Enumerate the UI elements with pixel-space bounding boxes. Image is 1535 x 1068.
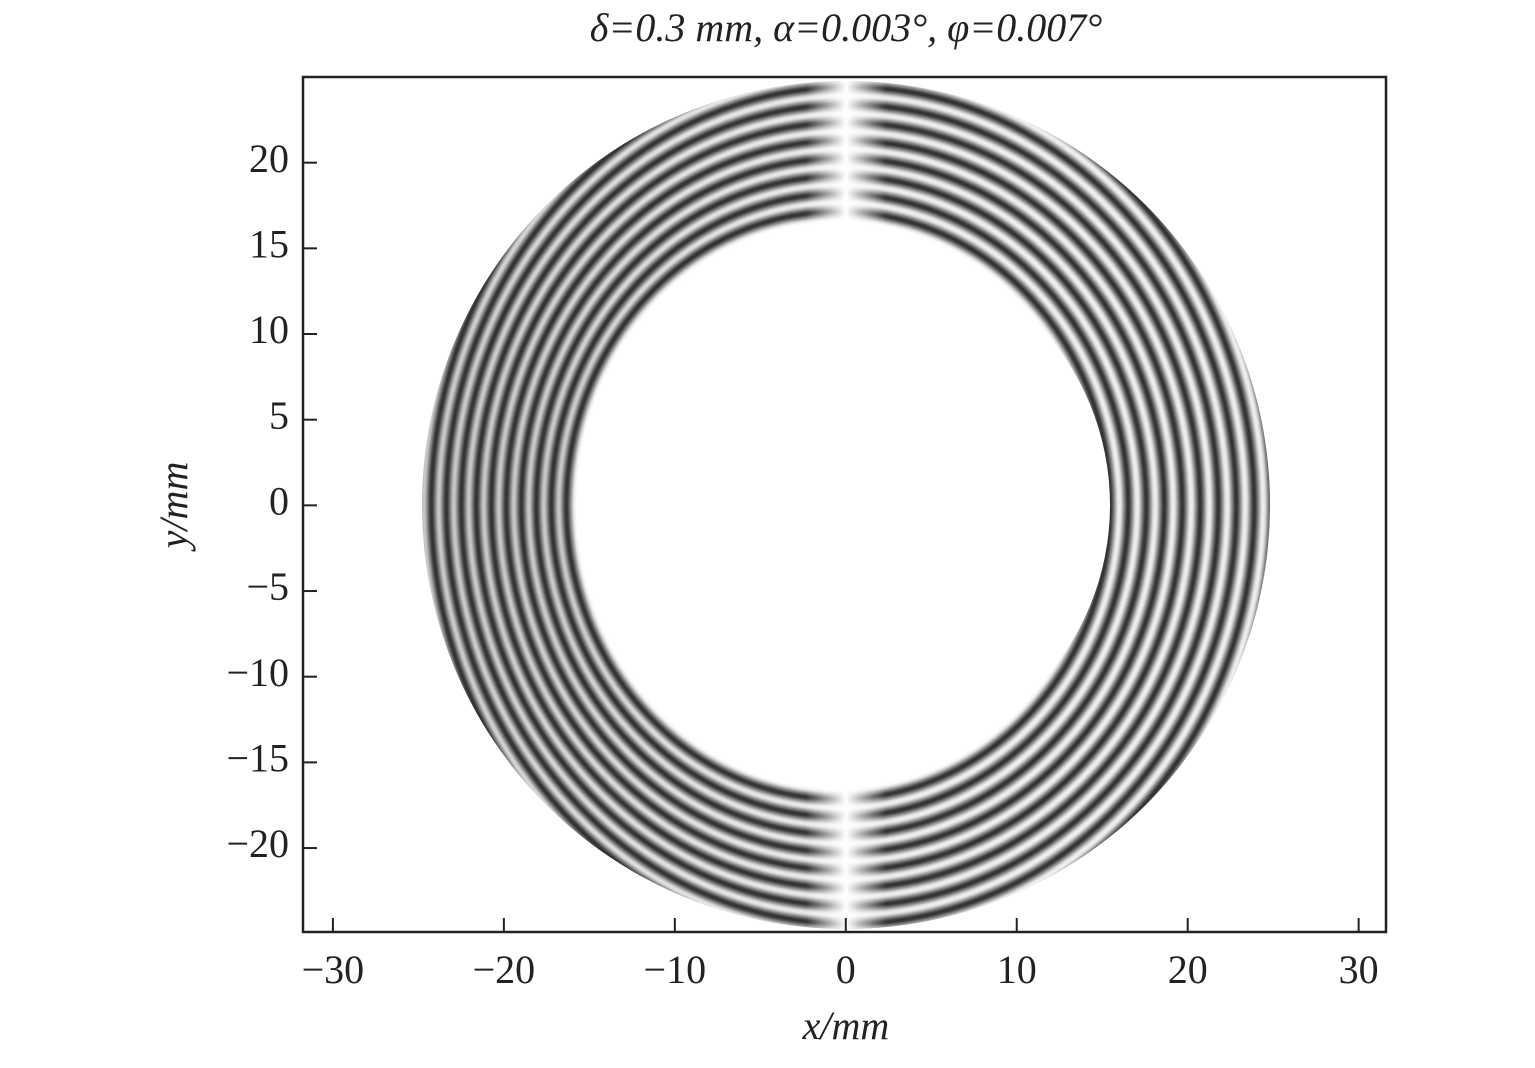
x-tick-label: 10: [997, 947, 1037, 992]
chart-title: δ=0.3 mm, α=0.003°, φ=0.007°: [590, 5, 1102, 50]
y-tick-label: 20: [249, 136, 289, 181]
fringe: [532, 171, 1151, 839]
x-tick-label: 0: [836, 947, 856, 992]
y-tick-label: −5: [246, 564, 289, 609]
x-tick-label: −30: [302, 947, 365, 992]
fringe: [427, 81, 1270, 929]
y-axis-label: y/mm: [151, 462, 196, 553]
fringe: [442, 81, 1259, 929]
fringe-band: [806, 81, 886, 929]
y-tick-label: 0: [269, 479, 289, 524]
y-tick-label: −20: [226, 821, 289, 866]
fringe: [547, 189, 1133, 821]
y-tick-label: 15: [249, 222, 289, 267]
x-axis-label: x/mm: [802, 1003, 890, 1048]
x-tick-label: 20: [1168, 947, 1208, 992]
fringe-image: [422, 81, 1270, 929]
x-tick-label: −10: [644, 947, 707, 992]
y-tick-label: −15: [226, 736, 289, 781]
x-tick-label: 30: [1339, 947, 1379, 992]
y-tick-label: 10: [249, 307, 289, 352]
x-tick-label: −20: [473, 947, 536, 992]
fringe: [517, 154, 1169, 857]
fringe: [562, 207, 1115, 804]
fringe-ring: [422, 81, 1270, 929]
y-tick-label: −10: [226, 650, 289, 695]
y-tick-label: 5: [269, 393, 289, 438]
fringe: [502, 136, 1187, 875]
